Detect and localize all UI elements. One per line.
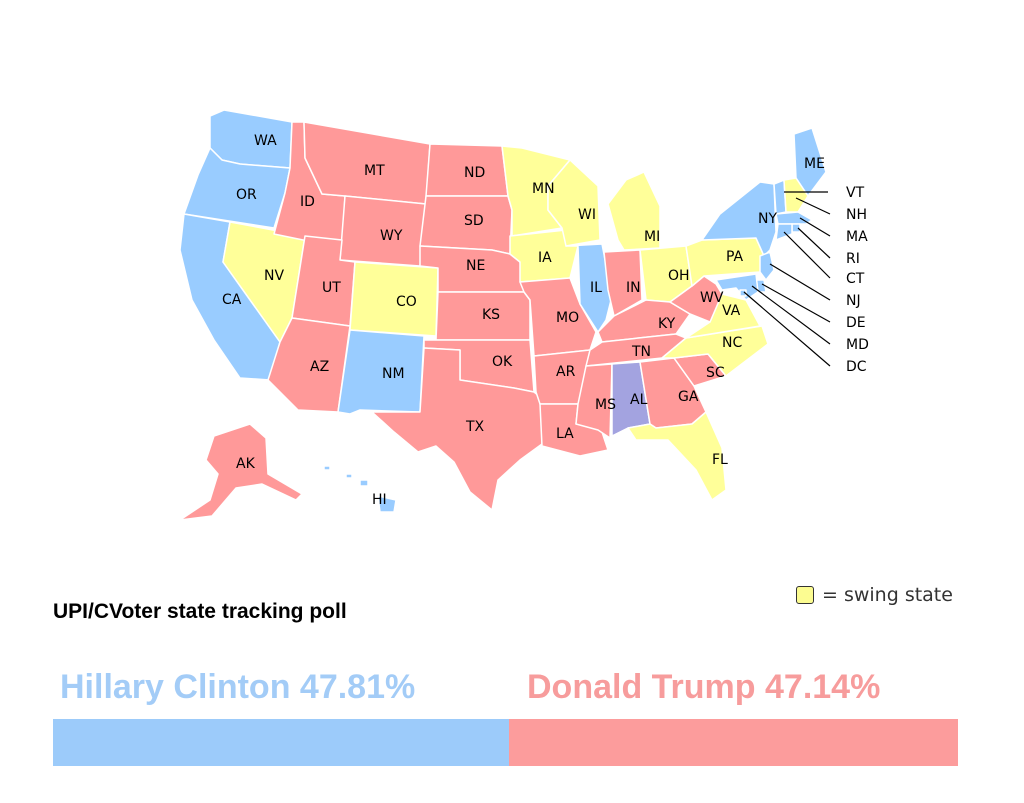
label-MO: MO bbox=[556, 310, 579, 326]
candidate-b-share-bar bbox=[508, 719, 958, 766]
label-AR: AR bbox=[556, 364, 576, 380]
label-OH: OH bbox=[668, 268, 690, 284]
state-MD[interactable] bbox=[715, 273, 759, 301]
label-NM: NM bbox=[382, 366, 405, 382]
state-WI[interactable] bbox=[547, 159, 601, 247]
state-VA[interactable] bbox=[685, 293, 761, 339]
label-CA: CA bbox=[222, 292, 242, 308]
label-NC: NC bbox=[722, 335, 742, 351]
state-MA[interactable] bbox=[775, 211, 813, 225]
label-VA: VA bbox=[722, 303, 741, 319]
label-IL: IL bbox=[590, 280, 602, 296]
state-HI[interactable] bbox=[323, 465, 397, 513]
label-GA: GA bbox=[678, 389, 699, 405]
label-FL: FL bbox=[712, 452, 728, 468]
state-FL[interactable] bbox=[627, 411, 727, 501]
leader-ma bbox=[799, 217, 831, 237]
leader-dc bbox=[743, 291, 831, 367]
label-SC: SC bbox=[706, 365, 725, 381]
state-CO[interactable] bbox=[349, 261, 439, 337]
label-IA: IA bbox=[538, 250, 552, 266]
label-WA: WA bbox=[254, 133, 277, 149]
label-OR: OR bbox=[236, 187, 257, 203]
label-NV: NV bbox=[264, 268, 284, 284]
legend: = swing state bbox=[796, 584, 953, 606]
label-WV: WV bbox=[700, 290, 724, 306]
label-WI: WI bbox=[578, 207, 596, 223]
label-DC: DC bbox=[846, 359, 867, 375]
leader-md bbox=[751, 285, 831, 345]
label-KY: KY bbox=[658, 316, 676, 332]
label-OK: OK bbox=[492, 354, 513, 370]
state-AK[interactable] bbox=[179, 423, 303, 521]
state-NY[interactable] bbox=[701, 181, 777, 257]
candidate-a-share-bar bbox=[53, 719, 509, 766]
label-LA: LA bbox=[556, 426, 574, 442]
us-election-map: WA OR CA NV ID MT WY UT AZ CO NM ND SD N… bbox=[179, 109, 869, 521]
label-TX: TX bbox=[465, 419, 485, 435]
label-MN: MN bbox=[532, 181, 555, 197]
state-KS[interactable] bbox=[435, 291, 531, 341]
candidate-b-label: Donald Trump 47.14% bbox=[527, 668, 881, 706]
state-TX[interactable] bbox=[371, 347, 545, 511]
state-NH[interactable] bbox=[783, 177, 809, 213]
legend-label: = swing state bbox=[822, 584, 953, 606]
candidate-a-label: Hillary Clinton 47.81% bbox=[60, 668, 416, 706]
label-UT: UT bbox=[322, 280, 341, 296]
label-TN: TN bbox=[631, 344, 651, 360]
label-NY: NY bbox=[758, 211, 777, 227]
state-labels: WA OR CA NV ID MT WY UT AZ CO NM ND SD N… bbox=[222, 133, 869, 508]
label-AK: AK bbox=[236, 456, 256, 472]
state-NJ[interactable] bbox=[759, 251, 775, 281]
label-NJ: NJ bbox=[846, 293, 861, 309]
state-label-leaders bbox=[743, 191, 831, 367]
swing-state-swatch bbox=[796, 586, 814, 604]
label-AL: AL bbox=[630, 392, 648, 408]
leader-nj bbox=[769, 263, 831, 301]
label-MS: MS bbox=[595, 397, 616, 413]
label-HI: HI bbox=[372, 492, 387, 508]
label-ME: ME bbox=[804, 156, 825, 172]
state-IN[interactable] bbox=[603, 249, 643, 317]
label-IN: IN bbox=[626, 280, 641, 296]
poll-share-bar bbox=[53, 719, 958, 766]
label-MD: MD bbox=[846, 337, 869, 353]
label-CT: CT bbox=[846, 271, 865, 287]
state-DC[interactable] bbox=[739, 289, 747, 297]
label-NE: NE bbox=[466, 258, 485, 274]
label-VT: VT bbox=[846, 185, 865, 201]
label-ND: ND bbox=[464, 165, 485, 181]
label-NH: NH bbox=[846, 207, 867, 223]
label-PA: PA bbox=[726, 249, 744, 265]
label-DE: DE bbox=[846, 315, 866, 331]
leader-nh bbox=[795, 197, 831, 215]
poll-title: UPI/CVoter state tracking poll bbox=[53, 600, 347, 623]
label-MI: MI bbox=[644, 229, 660, 245]
label-KS: KS bbox=[482, 307, 500, 323]
label-MA: MA bbox=[846, 229, 868, 245]
leader-de bbox=[761, 283, 831, 323]
leader-ct bbox=[783, 231, 831, 279]
label-ID: ID bbox=[300, 194, 315, 210]
label-SD: SD bbox=[464, 213, 484, 229]
label-AZ: AZ bbox=[310, 359, 329, 375]
state-ME[interactable] bbox=[793, 127, 827, 197]
leader-ri bbox=[797, 227, 831, 259]
label-CO: CO bbox=[396, 294, 417, 310]
label-RI: RI bbox=[846, 251, 860, 267]
label-MT: MT bbox=[364, 163, 385, 179]
state-MI[interactable] bbox=[607, 171, 661, 251]
state-NM[interactable] bbox=[337, 329, 425, 415]
label-WY: WY bbox=[380, 228, 403, 244]
